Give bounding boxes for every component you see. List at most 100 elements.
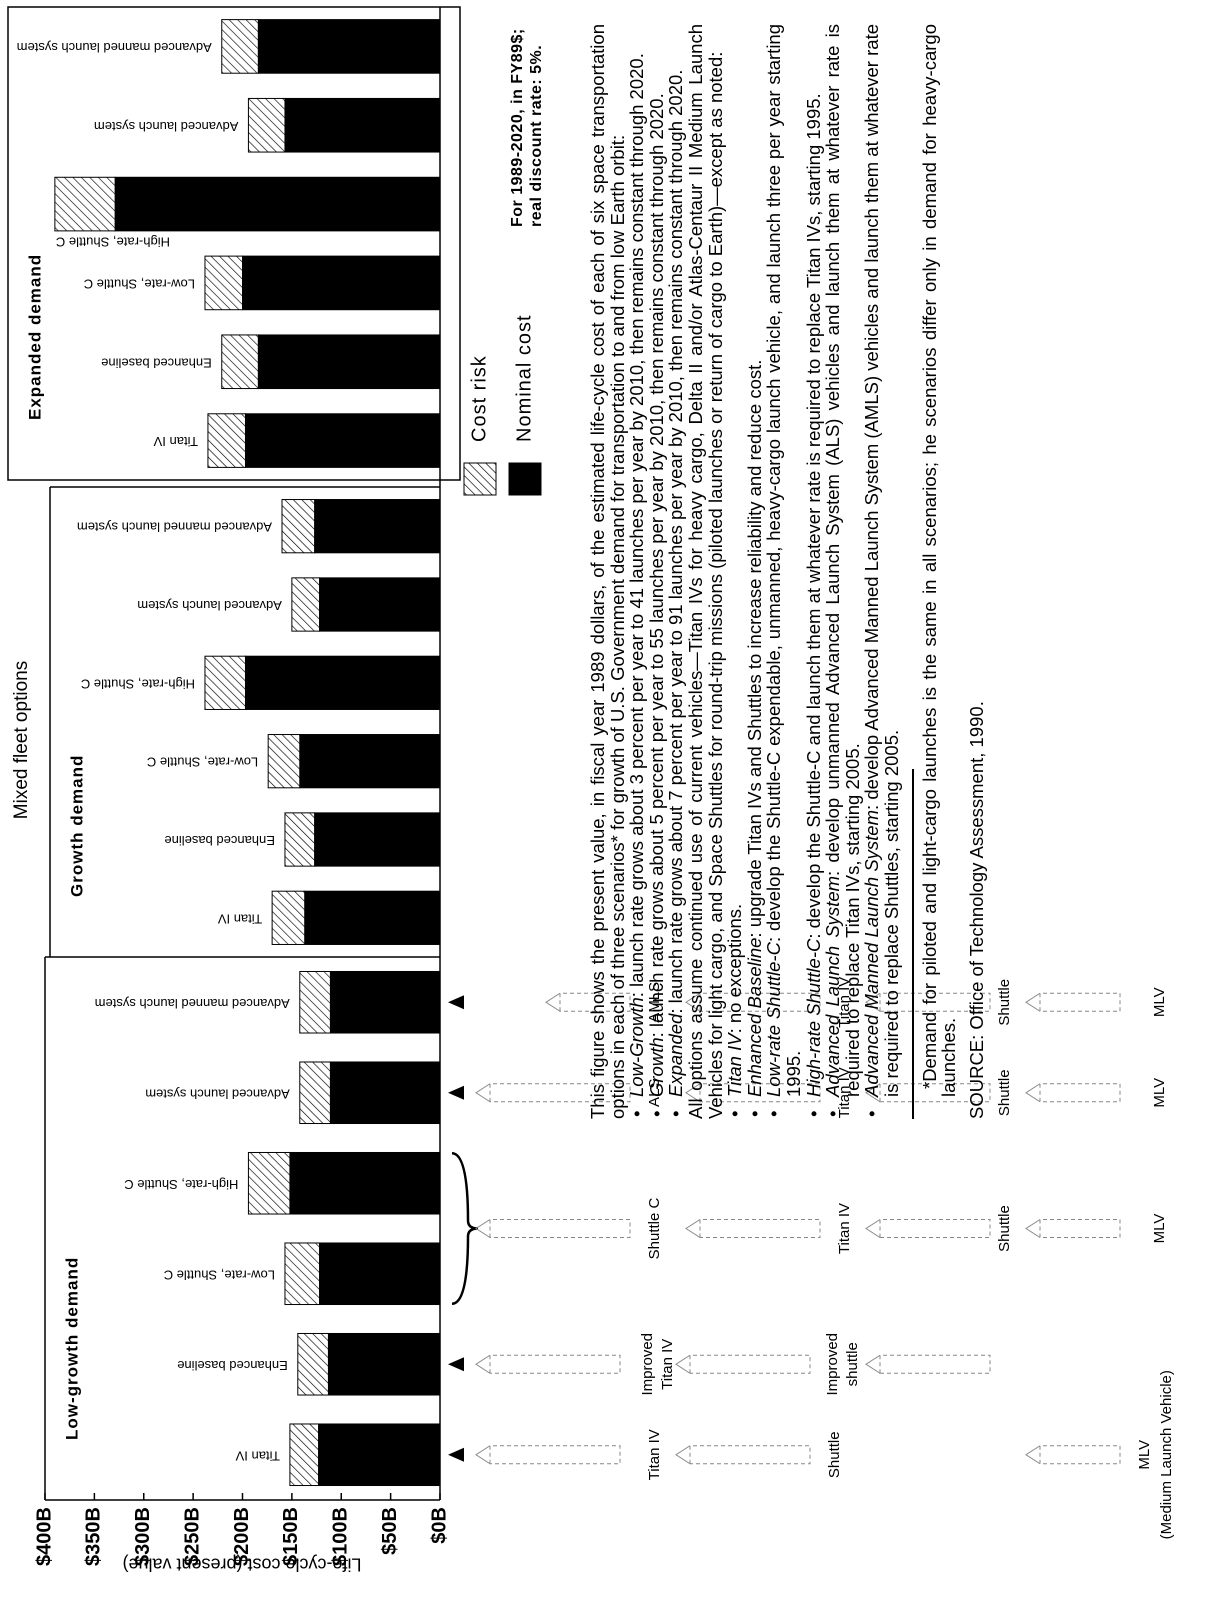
- bar-label: Advanced launch system: [137, 598, 282, 613]
- bar-label: Advanced manned launch system: [17, 40, 212, 55]
- legend-label: Nominal cost: [513, 314, 535, 442]
- vehicle-label: MLV: [1151, 1078, 1168, 1108]
- vehicle-label: MLV: [1151, 987, 1168, 1017]
- legend-swatch: [464, 463, 496, 495]
- caption-assumptions: All options assume continued use of curr…: [686, 24, 725, 1119]
- figure: Mixed fleet options Low-growth demandTit…: [0, 0, 1215, 1607]
- bar-segment: [243, 256, 441, 310]
- bar-segment: [319, 1424, 440, 1486]
- term: Titan IV: [724, 1033, 745, 1097]
- bar-segment: [300, 1062, 331, 1124]
- vehicle-label: MLV: [1151, 1214, 1168, 1244]
- bullet-text: : upgrade Titan IVs and Shuttles to incr…: [744, 360, 765, 938]
- vehicle-nose: [676, 1355, 690, 1373]
- bullet-text: : launch rate grows about 7 percent per …: [665, 70, 686, 1014]
- vehicle-sketch: [690, 1446, 810, 1464]
- bar-segment: [300, 735, 440, 788]
- bullet: High-rate Shuttle-C: develop the Shuttle…: [804, 24, 824, 1119]
- bar-label: Titan IV: [217, 911, 262, 926]
- bar-segment: [222, 335, 259, 389]
- panel-title: Low-growth demand: [62, 1257, 81, 1440]
- caption: This figure shows the present value, in …: [588, 24, 986, 1119]
- term: Advanced Launch System: [822, 876, 843, 1097]
- bar-label: Enhanced baseline: [177, 1358, 288, 1373]
- bar-segment: [115, 177, 440, 231]
- source: SOURCE: Office of Technology Assessment,…: [967, 24, 987, 1119]
- term: Expanded: [665, 1014, 686, 1097]
- bar-segment: [285, 98, 440, 152]
- bar-segment: [285, 813, 315, 866]
- vehicle-sketch: [490, 1220, 630, 1238]
- bullet: Low-rate Shuttle-C: develop the Shuttle-…: [764, 24, 803, 1119]
- bar-segment: [245, 414, 440, 468]
- vehicle-nose: [1026, 1446, 1040, 1464]
- vehicle-sketch: [490, 1446, 620, 1464]
- page: Mixed fleet options Low-growth demandTit…: [0, 0, 1215, 1607]
- vehicle-sketch: [880, 1220, 990, 1238]
- bar-segment: [268, 735, 300, 788]
- term: Low-rate Shuttle-C: [763, 942, 784, 1097]
- panel-title: Growth demand: [67, 755, 86, 897]
- bar-segment: [245, 656, 440, 709]
- bar-label: Low-rate, Shuttle C: [164, 1267, 275, 1282]
- vehicle-sketch: [1040, 1084, 1120, 1102]
- note: For 1989-2020, in FY89$;: [509, 28, 526, 227]
- bracket: [452, 1153, 478, 1304]
- bullet: Advanced Manned Launch System: develop A…: [862, 24, 901, 1119]
- vehicle-label: Shuttle: [826, 1431, 843, 1478]
- vehicle-sketch: [1040, 1220, 1120, 1238]
- bar-segment: [320, 1243, 440, 1305]
- vehicle-nose: [1026, 1084, 1040, 1102]
- bar-segment: [292, 578, 320, 631]
- bar-segment: [272, 891, 305, 944]
- vehicle-label: (Medium Launch Vehicle): [1158, 1370, 1175, 1539]
- vehicle-label: shuttle: [844, 1342, 861, 1386]
- bar-segment: [298, 1333, 329, 1395]
- term: Enhanced Baseline: [744, 938, 765, 1097]
- bar-segment: [55, 177, 115, 231]
- bar-segment: [315, 500, 440, 553]
- vehicle-label: Titan IV: [659, 1339, 676, 1390]
- vehicle-nose: [476, 1220, 490, 1238]
- bar-segment: [300, 971, 331, 1033]
- bar-segment: [305, 891, 440, 944]
- vehicle-nose: [866, 1355, 880, 1373]
- legend-swatch: [509, 463, 541, 495]
- bullet: Expanded: launch rate grows about 7 perc…: [666, 24, 686, 1119]
- vehicle-sketch: [1040, 993, 1120, 1011]
- bar-segment: [258, 20, 440, 74]
- vehicle-nose: [676, 1446, 690, 1464]
- bullet: Advanced Launch System: develop unmanned…: [823, 24, 862, 1119]
- marker-arrow: [448, 1448, 464, 1462]
- bar-label: Advanced manned launch system: [77, 520, 272, 535]
- bullet-text: : no exceptions.: [724, 904, 745, 1034]
- term: Growth: [646, 1037, 667, 1097]
- bar-label: Enhanced baseline: [101, 355, 212, 370]
- marker-arrow: [448, 1086, 464, 1100]
- term: High-rate Shuttle-C: [803, 939, 824, 1097]
- bar-segment: [248, 1152, 289, 1214]
- vehicle-nose: [476, 1446, 490, 1464]
- vehicle-label: Shuttle: [996, 1205, 1013, 1252]
- bullet: Titan IV: no exceptions.: [725, 24, 745, 1119]
- bar-segment: [315, 813, 440, 866]
- vehicle-sketch: [690, 1355, 810, 1373]
- vehicle-label: Improved: [639, 1333, 656, 1396]
- bar-segment: [290, 1424, 319, 1486]
- bar-segment: [222, 20, 259, 74]
- bar-segment: [330, 971, 440, 1033]
- bar-segment: [290, 1152, 440, 1214]
- footnote-rule: [912, 769, 914, 1119]
- vehicle-label: Shuttle C: [646, 1197, 663, 1259]
- vehicle-label: MLV: [1136, 1440, 1153, 1470]
- vehicle-nose: [866, 1220, 880, 1238]
- bullet-text: : launch rate grows about 3 percent per …: [626, 53, 647, 997]
- bullet-text: : launch rate grows about 5 percent per …: [646, 93, 667, 1037]
- vehicle-nose: [1026, 1220, 1040, 1238]
- vehicle-nose: [476, 1355, 490, 1373]
- bar-label: Advanced launch system: [145, 1086, 290, 1101]
- vehicle-label: Titan IV: [836, 1203, 853, 1254]
- term: Low-Growth: [626, 997, 647, 1097]
- bar-label: Titan IV: [235, 1448, 280, 1463]
- vehicle-sketch: [700, 1220, 820, 1238]
